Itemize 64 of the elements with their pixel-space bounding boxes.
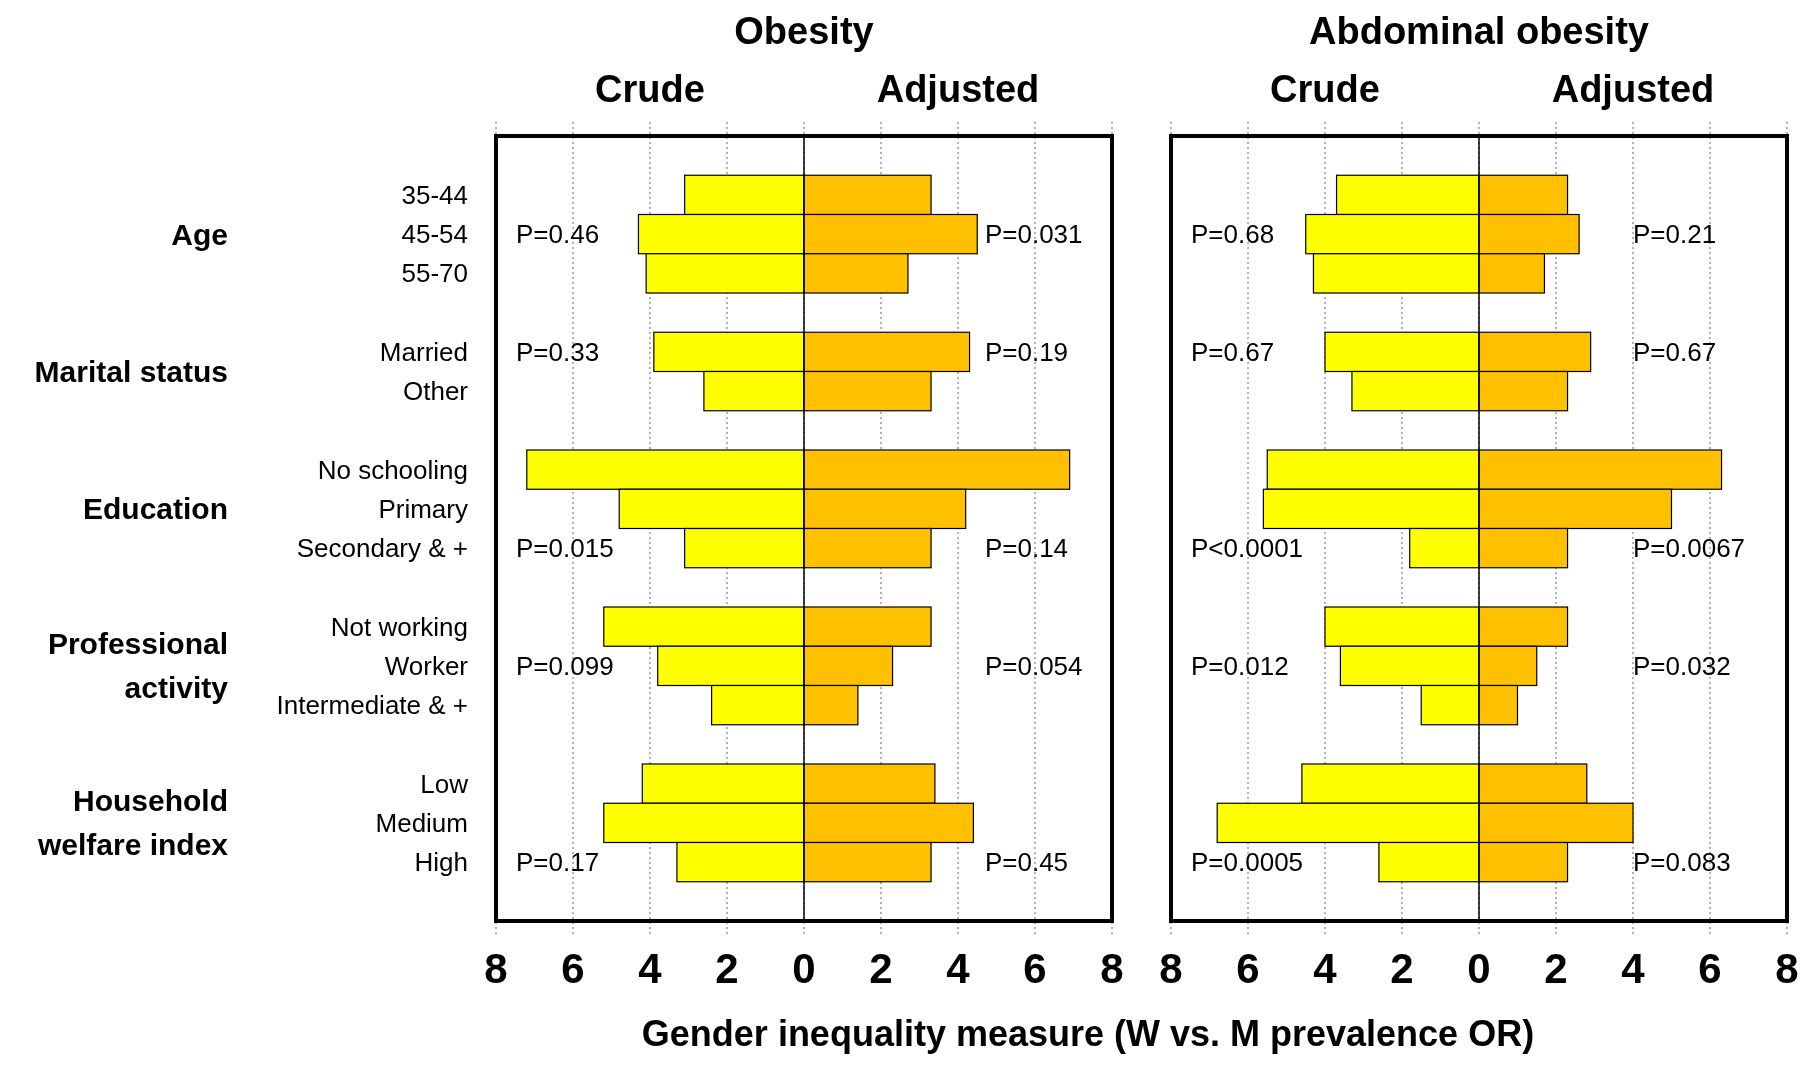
annotation: P=0.099 [516, 650, 614, 681]
x-tick-label: 0 [1467, 945, 1491, 992]
y-tick-label: Worker [384, 650, 469, 681]
x-tick-label: 8 [1159, 945, 1183, 992]
series-label: Adjusted [1551, 68, 1715, 110]
y-tick-label: Primary [378, 493, 468, 524]
chart-title: Abdominal obesity [1309, 10, 1649, 52]
text: Marital status [34, 355, 228, 388]
chart-title: Obesity [734, 10, 874, 52]
y-tick-label: Not working [330, 611, 468, 642]
annotation: P=0.0067 [1633, 533, 1746, 564]
series-label: Crude [595, 68, 705, 110]
annotation: P=0.012 [1191, 650, 1289, 681]
text: Professional activity [47, 627, 229, 705]
annotation: P=0.19 [984, 336, 1069, 367]
x-tick-label: 2 [1544, 945, 1568, 992]
x-tick-label: 4 [946, 945, 971, 992]
x-axis-title: Gender inequality measure (W vs. M prevalence OR) [641, 1013, 1535, 1054]
y-tick-label: No schooling [317, 454, 468, 485]
y-tick-label: 45-54 [401, 219, 468, 250]
x-tick-label: 2 [715, 945, 739, 992]
annotation: P=0.0005 [1191, 847, 1304, 878]
y-tick-label: Intermediate & + [276, 690, 468, 721]
y-tick-label: Secondary & + [296, 533, 468, 564]
annotation: P=0.67 [1191, 336, 1275, 367]
y-tick-label: Married [379, 336, 468, 367]
annotation: P=0.14 [984, 533, 1069, 564]
text: Age [171, 217, 228, 251]
annotation: P<0.0001 [1191, 533, 1304, 564]
x-tick-label: 6 [1023, 945, 1047, 992]
y-tick-label: 55-70 [401, 258, 468, 289]
annotation: P=0.33 [516, 336, 600, 367]
y-tick-label: Medium [375, 807, 468, 838]
series-label: Adjusted [876, 68, 1040, 110]
x-tick-label: 4 [638, 945, 663, 992]
x-tick-label: 2 [1390, 945, 1414, 992]
annotation: P=0.015 [516, 533, 614, 564]
y-tick-label: High [414, 847, 468, 878]
annotation: P=0.45 [984, 847, 1069, 878]
x-tick-label: 4 [1621, 945, 1646, 992]
series-label: Crude [1270, 68, 1380, 110]
x-tick-label: 2 [869, 945, 893, 992]
annotation: P=0.46 [516, 219, 600, 250]
y-tick-label: Other [402, 376, 469, 407]
annotation: P=0.032 [1633, 650, 1731, 681]
annotation: P=0.083 [1633, 847, 1731, 878]
annotation: P=0.031 [984, 219, 1083, 250]
annotation: P=0.68 [1191, 219, 1275, 250]
x-tick-label: 4 [1313, 945, 1338, 992]
annotation: P=0.21 [1633, 219, 1717, 250]
x-tick-label: 8 [484, 945, 508, 992]
annotation: P=0.17 [516, 847, 600, 878]
text: Education [82, 492, 228, 526]
x-tick-label: 6 [561, 945, 585, 992]
annotation: P=0.67 [1633, 336, 1717, 367]
x-tick-label: 8 [1775, 945, 1799, 992]
text: Household welfare index [36, 784, 229, 862]
y-tick-label: Low [420, 768, 469, 799]
x-tick-label: 6 [1236, 945, 1260, 992]
x-tick-label: 0 [792, 945, 816, 992]
x-tick-label: 6 [1698, 945, 1722, 992]
x-tick-label: 8 [1100, 945, 1124, 992]
annotation: P=0.054 [984, 650, 1083, 681]
y-tick-label: 35-44 [401, 179, 468, 210]
